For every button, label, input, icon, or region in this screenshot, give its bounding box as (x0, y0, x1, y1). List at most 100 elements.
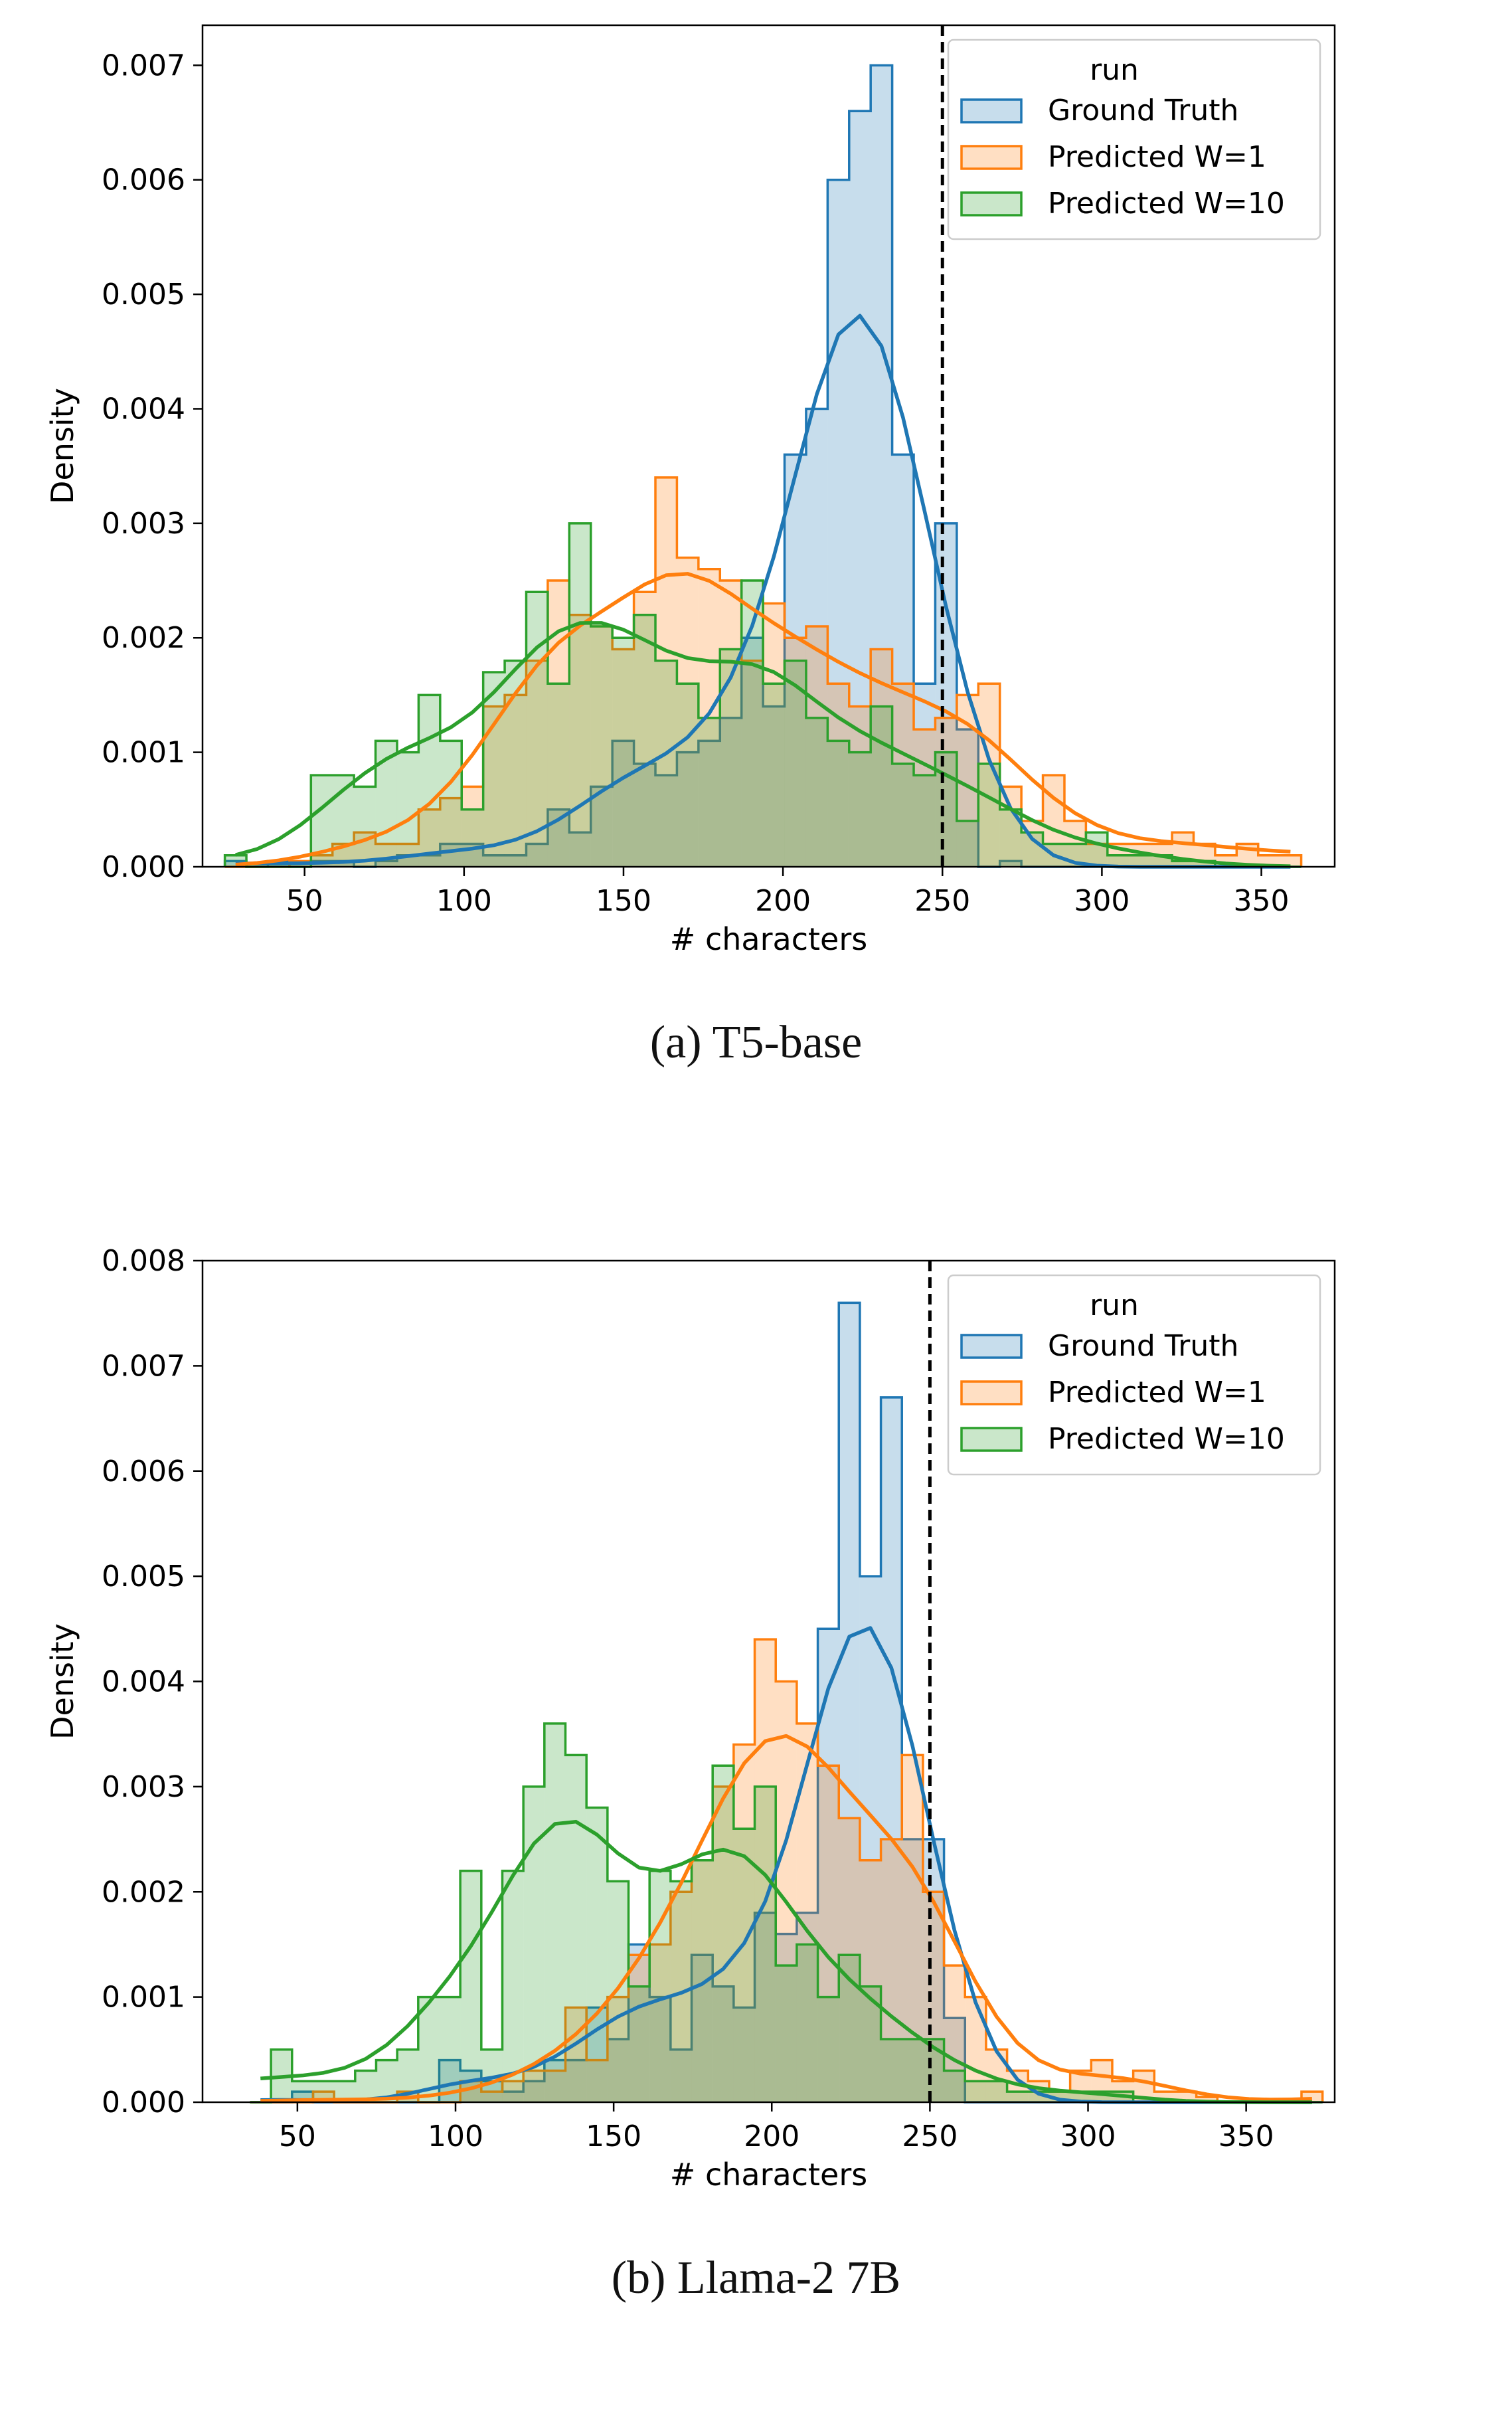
histogram-bar (440, 844, 462, 867)
histogram-bar (569, 523, 591, 867)
y-tick-label: 0.000 (102, 2086, 185, 2119)
histogram-bar (763, 706, 785, 867)
histogram-bar (544, 1723, 566, 2102)
x-tick-label: 250 (902, 2119, 958, 2153)
histogram-bar (586, 1807, 608, 2102)
histogram-bar (628, 1955, 650, 2102)
histogram-bar (839, 1818, 860, 2102)
histogram-bar (607, 2038, 629, 2102)
histogram-bar (827, 741, 849, 867)
histogram-bar (956, 729, 979, 867)
histogram-bar (544, 2060, 566, 2102)
y-tick-label: 0.006 (102, 163, 185, 197)
histogram-bar (892, 763, 914, 867)
histogram-bar (649, 1944, 671, 2102)
histogram-bar (776, 1965, 797, 2102)
histogram-bar (881, 1397, 902, 2102)
histogram-bar (713, 1986, 734, 2102)
histogram-bar (784, 660, 806, 867)
histogram-bar (733, 2007, 755, 2102)
histogram-bar (607, 1881, 629, 2102)
histogram-bar (741, 638, 764, 867)
x-tick-label: 300 (1074, 884, 1130, 918)
x-tick-label: 150 (596, 884, 651, 918)
histogram-bar (354, 786, 376, 867)
histogram-bar (505, 855, 527, 867)
histogram-bar (944, 2070, 966, 2102)
y-tick-label: 0.008 (102, 1244, 185, 1278)
legend-swatch (960, 191, 1023, 217)
legend-swatch (960, 1427, 1023, 1452)
x-tick-label: 300 (1060, 2119, 1116, 2153)
histogram-bar (839, 1303, 860, 2102)
histogram-bar (1172, 861, 1194, 867)
histogram-bar (713, 1786, 734, 2103)
series-1-density-curve (260, 1734, 1312, 2103)
y-tick-label: 0.003 (102, 1770, 185, 1804)
legend-entry-label: Predicted W=10 (1048, 187, 1285, 221)
histogram-bar (462, 786, 483, 867)
histogram-bar (763, 603, 785, 867)
y-tick-label: 0.001 (102, 736, 185, 770)
series-1-histogram (250, 1638, 1324, 2104)
histogram-bar (956, 821, 979, 867)
histogram-bar (776, 1934, 797, 2102)
histogram-bar (698, 741, 720, 867)
histogram-bar (691, 1860, 713, 2102)
histogram-bar (784, 638, 806, 867)
x-tick-label: 50 (286, 884, 323, 918)
legend-swatch (960, 98, 1023, 124)
histogram-bar (565, 2060, 587, 2102)
figure-caption-b: (b) Llama-2 7B (611, 2252, 901, 2303)
histogram-bar (817, 1765, 839, 2102)
histogram-bar (1129, 855, 1151, 867)
histogram-bar (805, 408, 828, 867)
legend-swatch (960, 1334, 1023, 1359)
histogram-bar (418, 855, 440, 867)
histogram-bar (1007, 2092, 1029, 2102)
plot-frame (201, 24, 1336, 868)
x-tick-label: 100 (428, 2119, 483, 2153)
histogram-bar (935, 717, 957, 867)
y-tick-label: 0.007 (102, 1349, 185, 1383)
legend: run Ground Truth Predicted W=1 Predicted W=… (947, 1274, 1321, 1476)
legend-entry-label: Ground Truth (1048, 94, 1238, 128)
histogram-bar (1196, 2097, 1218, 2102)
histogram-bar (375, 861, 397, 867)
histogram-bar (849, 752, 871, 867)
histogram-bar (569, 614, 591, 867)
histogram-bar (375, 844, 397, 867)
histogram-bar (902, 1839, 923, 2102)
y-tick-label: 0.003 (102, 507, 185, 541)
x-tick-label: 250 (914, 884, 970, 918)
histogram-bar (677, 683, 699, 867)
legend-title: run (1090, 1289, 1139, 1322)
histogram-bar (914, 729, 936, 867)
histogram-bar (1280, 855, 1302, 867)
histogram-bar (526, 844, 548, 867)
histogram-bar (1107, 855, 1130, 867)
histogram-bar (827, 179, 849, 867)
histogram-bar (733, 1744, 755, 2102)
histogram-bar (805, 717, 828, 867)
histogram-bar (418, 1997, 440, 2103)
series-0-histogram (250, 1301, 1323, 2104)
histogram-bar (544, 2070, 566, 2102)
legend-entry-label: Predicted W=10 (1048, 1422, 1285, 1456)
histogram-bar (590, 626, 613, 867)
x-axis-label: # characters (670, 2157, 867, 2193)
histogram-bar (720, 649, 742, 867)
histogram-bar (440, 798, 462, 867)
histogram-bar (754, 1912, 776, 2102)
histogram-bar (670, 1892, 692, 2102)
histogram-chart-a: 50 100 150 200 250 300 350 0.000 0.001 0.002 0.003… (44, 24, 1336, 957)
histogram-bar (523, 2070, 545, 2102)
y-tick-label: 0.007 (102, 48, 185, 82)
figure-b: 50 100 150 200 250 300 350 0.000 0.001 0.002 0.003… (0, 1235, 1512, 2431)
histogram-bar (720, 717, 742, 867)
x-tick-label: 200 (755, 884, 811, 918)
histogram-bar (902, 1755, 923, 2102)
histogram-bar (547, 683, 570, 867)
legend: run Ground Truth Predicted W=1 Predicted W=… (947, 39, 1321, 240)
histogram-bar (418, 695, 440, 867)
